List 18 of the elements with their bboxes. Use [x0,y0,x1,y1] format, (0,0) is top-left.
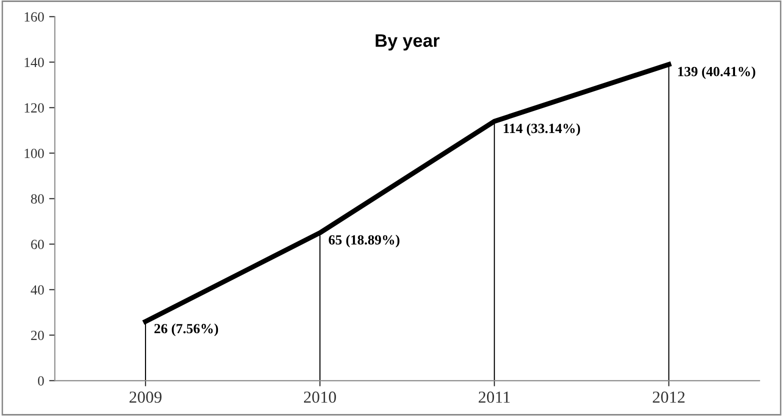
x-tick-label: 2009 [130,392,162,403]
y-tick-label: 60 [31,240,44,250]
y-tick-label: 80 [31,194,44,204]
y-tick-label: 160 [24,12,44,22]
y-tick-label: 40 [30,285,44,295]
y-tick-label: 100 [24,148,44,158]
text: By year [376,34,440,51]
x-tick-label: 2012 [652,392,685,403]
y-tick-label: 140 [24,58,44,68]
x-tick-label: 2010 [304,392,336,403]
data-label: 65 (18.89%) [328,234,400,248]
data-label: 114 (33.14%) [504,123,580,136]
data-label: 139 (40.41%) [678,66,756,80]
y-tick-label: 20 [31,330,44,340]
data-label: 26 (7.56%) [154,324,218,336]
x-tick-label: 2011 [478,392,510,403]
y-tick-label: 0 [38,376,44,386]
y-tick-label: 120 [24,103,44,113]
